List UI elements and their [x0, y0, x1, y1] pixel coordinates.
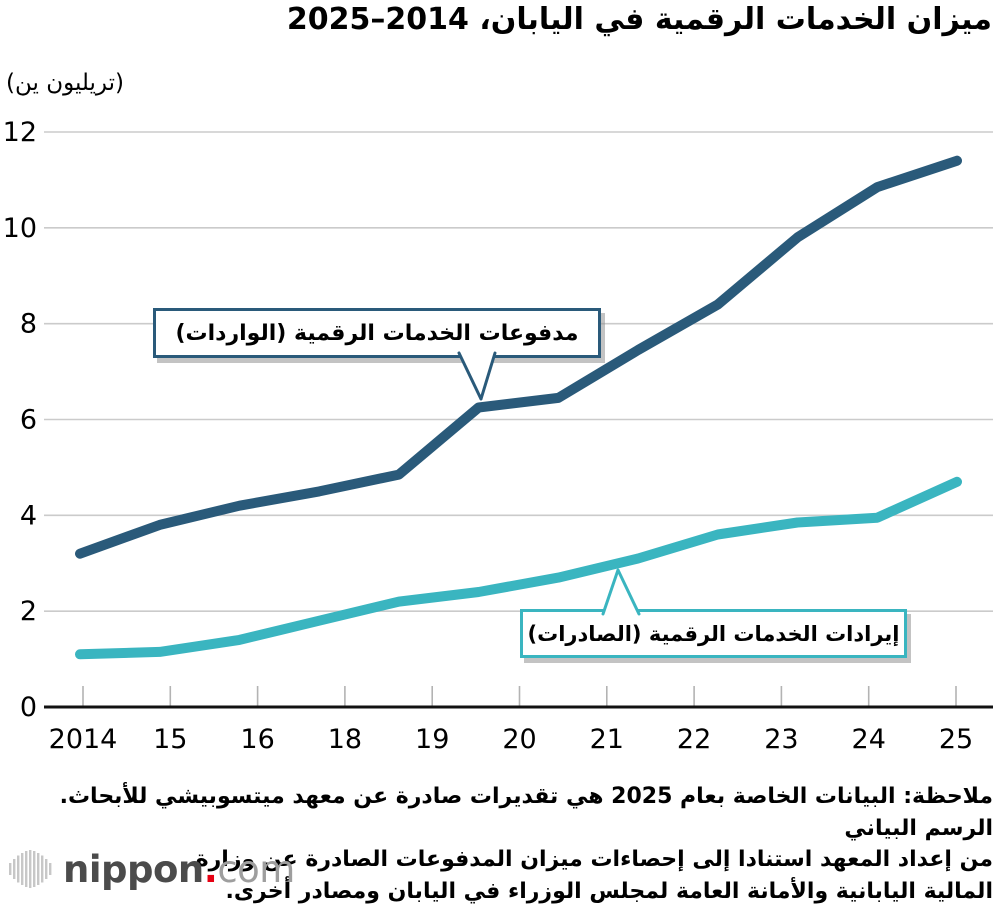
x-label-21: 21: [590, 724, 624, 755]
x-label-15: 15: [153, 724, 187, 755]
nippon-logo-icon: [8, 846, 54, 892]
logo-text-com: com: [217, 848, 295, 891]
x-label-18: 18: [328, 724, 362, 755]
x-label-20: 20: [502, 724, 536, 755]
callout-receipts-pointer: [595, 560, 650, 620]
x-label-16: 16: [240, 724, 274, 755]
logo-text-dot: .: [204, 848, 218, 891]
y-label-2: 2: [20, 596, 37, 627]
y-label-6: 6: [20, 404, 37, 435]
callout-payments-pointer: [450, 340, 510, 405]
y-label-12: 12: [3, 117, 37, 148]
x-label-19: 19: [415, 724, 449, 755]
x-label-25: 25: [939, 724, 973, 755]
x-label-23: 23: [764, 724, 798, 755]
callout-receipts-label: إيرادات الخدمات الرقمية (الصادرات): [528, 622, 900, 646]
y-label-8: 8: [20, 309, 37, 340]
y-label-0: 0: [20, 692, 37, 723]
series-lines: [80, 161, 957, 655]
callout-payments-label: مدفوعات الخدمات الرقمية (الواردات): [175, 321, 578, 346]
x-axis-labels: 2014 15 16 18 19 20 21 22 23 24 25: [49, 724, 974, 755]
logo-text-nippon: nippon: [63, 848, 204, 891]
x-axis-ticks: [83, 686, 956, 706]
callout-receipts: إيرادات الخدمات الرقمية (الصادرات): [520, 609, 907, 658]
nippon-logo: nippon.com: [8, 845, 295, 893]
footnote-line-1: ملاحظة: البيانات الخاصة بعام 2025 هي تقد…: [3, 781, 993, 844]
nippon-logo-text: nippon.com: [63, 851, 295, 888]
y-label-4: 4: [20, 500, 37, 531]
x-label-22: 22: [677, 724, 711, 755]
x-label-2014: 2014: [49, 724, 118, 755]
y-label-10: 10: [3, 213, 37, 244]
x-label-24: 24: [852, 724, 886, 755]
callout-payments: مدفوعات الخدمات الرقمية (الواردات): [153, 308, 601, 358]
y-axis-labels: 0 2 4 6 8 10 12: [3, 117, 37, 723]
